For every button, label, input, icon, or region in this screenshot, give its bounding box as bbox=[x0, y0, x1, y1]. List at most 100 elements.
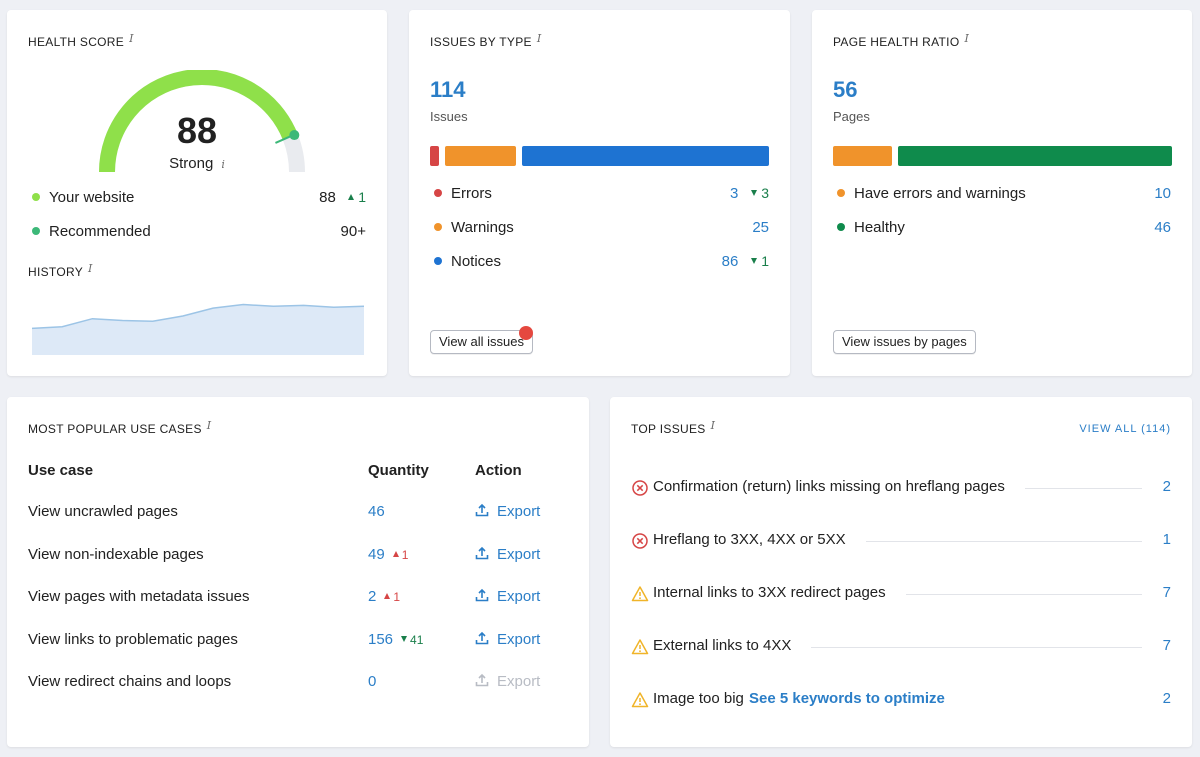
table-row: View non-indexable pages 49 1 Export bbox=[7, 546, 589, 570]
healthy-dot bbox=[837, 223, 845, 231]
health-score-title: HEALTH SCORE i bbox=[28, 32, 134, 49]
pages-stacked-bar bbox=[833, 146, 1172, 166]
export-button[interactable]: Export bbox=[475, 588, 540, 605]
warning-triangle-icon bbox=[631, 691, 649, 709]
have-errors-dot bbox=[837, 189, 845, 197]
your-website-dot bbox=[32, 193, 40, 201]
use-case-label: View uncrawled pages bbox=[28, 503, 178, 520]
view-issues-by-pages-button[interactable]: View issues by pages bbox=[833, 330, 976, 354]
issue-count[interactable]: 7 bbox=[1162, 584, 1171, 601]
top-issues-title: TOP ISSUES i bbox=[631, 419, 716, 436]
issue-divider bbox=[866, 541, 1142, 542]
list-item[interactable]: Confirmation (return) links missing on h… bbox=[610, 478, 1192, 502]
increase-arrow-icon bbox=[392, 550, 399, 557]
table-row: View uncrawled pages 46 Export bbox=[7, 503, 589, 527]
issue-count[interactable]: 1 bbox=[1162, 531, 1171, 548]
view-all-link[interactable]: VIEW ALL (114) bbox=[1079, 423, 1171, 435]
bar-segment-notices[interactable] bbox=[522, 146, 769, 166]
use-case-label: View links to problematic pages bbox=[28, 630, 238, 648]
export-button[interactable]: Export bbox=[475, 631, 540, 648]
recommended-label: Recommended bbox=[49, 223, 151, 240]
export-button: Export bbox=[475, 673, 540, 690]
issues-total[interactable]: 114 bbox=[430, 77, 466, 102]
info-icon[interactable]: i bbox=[88, 262, 93, 275]
health-score-card: HEALTH SCORE i 88 Strong i Your website 88… bbox=[7, 10, 387, 376]
issue-title[interactable]: Confirmation (return) links missing on h… bbox=[653, 478, 1005, 495]
use-case-quantity[interactable]: 46 bbox=[368, 503, 385, 520]
errors-label: Errors bbox=[451, 185, 492, 202]
info-icon[interactable]: i bbox=[221, 158, 225, 171]
view-all-issues-button[interactable]: View all issues bbox=[430, 330, 534, 354]
bar-segment-healthy[interactable] bbox=[898, 146, 1172, 166]
pages-total-label: Pages bbox=[833, 109, 870, 124]
issue-title[interactable]: Image too big bbox=[653, 690, 744, 707]
bar-segment-have-errors-and-warnings[interactable] bbox=[833, 146, 893, 166]
use-cases-title: MOST POPULAR USE CASES i bbox=[28, 419, 212, 436]
quantity-delta: 41 bbox=[410, 632, 424, 647]
issues-by-type-card: ISSUES BY TYPE i 114 Issues Errors 3 3 Wa… bbox=[409, 10, 790, 376]
col-action: Action bbox=[475, 462, 522, 479]
col-quantity: Quantity bbox=[368, 462, 429, 479]
list-item[interactable]: Hreflang to 3XX, 4XX or 5XX 1 bbox=[610, 531, 1192, 555]
increase-arrow-icon bbox=[348, 194, 355, 200]
info-icon[interactable]: i bbox=[964, 32, 970, 45]
healthy-label: Healthy bbox=[854, 219, 905, 236]
use-case-quantity[interactable]: 156 41 bbox=[368, 630, 424, 648]
healthy-value[interactable]: 46 bbox=[1154, 219, 1171, 236]
history-area bbox=[32, 304, 364, 355]
issue-title[interactable]: Internal links to 3XX redirect pages bbox=[653, 584, 886, 601]
quantity-delta: 1 bbox=[401, 547, 409, 562]
issue-count[interactable]: 7 bbox=[1162, 637, 1171, 654]
gauge-fill bbox=[99, 70, 298, 173]
info-icon[interactable]: i bbox=[536, 32, 542, 45]
errors-dot bbox=[434, 189, 442, 197]
decrease-arrow-icon bbox=[750, 258, 757, 264]
increase-arrow-icon bbox=[384, 593, 391, 599]
issue-count[interactable]: 2 bbox=[1162, 690, 1171, 707]
export-button[interactable]: Export bbox=[475, 546, 540, 563]
use-case-quantity[interactable]: 49 1 bbox=[368, 545, 409, 563]
info-icon[interactable]: i bbox=[206, 419, 212, 432]
export-button[interactable]: Export bbox=[475, 503, 540, 520]
notices-dot bbox=[434, 257, 442, 265]
use-case-quantity[interactable]: 0 bbox=[368, 673, 377, 690]
error-circle-icon bbox=[631, 532, 649, 550]
issue-divider bbox=[1025, 488, 1142, 489]
gauge-knob bbox=[289, 130, 300, 141]
issues-stacked-bar bbox=[430, 146, 769, 166]
use-case-label: View non-indexable pages bbox=[28, 545, 204, 563]
top-issues-card: TOP ISSUES i VIEW ALL (114) Confirmation … bbox=[610, 397, 1192, 747]
export-label: Export bbox=[497, 503, 541, 520]
export-label: Export bbox=[497, 545, 541, 563]
issue-count[interactable]: 2 bbox=[1162, 478, 1171, 495]
list-item[interactable]: External links to 4XX 7 bbox=[610, 637, 1192, 661]
have-errors-label: Have errors and warnings bbox=[854, 185, 1026, 202]
keywords-link[interactable]: See 5 keywords to optimize bbox=[749, 690, 945, 707]
pages-total[interactable]: 56 bbox=[833, 77, 858, 102]
list-item[interactable]: Image too big See 5 keywords to optimize 2 bbox=[610, 690, 1192, 714]
error-circle-icon bbox=[631, 479, 649, 497]
issue-title[interactable]: External links to 4XX bbox=[653, 637, 792, 654]
your-website-value: 88 1 bbox=[319, 189, 366, 206]
errors-value: 3 3 bbox=[729, 185, 769, 202]
health-score-status: Strong i bbox=[169, 155, 225, 172]
upload-icon bbox=[475, 588, 489, 602]
health-score-value: 88 bbox=[176, 110, 218, 151]
your-website-label: Your website bbox=[49, 189, 135, 206]
bar-segment-errors[interactable] bbox=[430, 146, 439, 166]
warnings-label: Warnings bbox=[451, 219, 514, 236]
list-item[interactable]: Internal links to 3XX redirect pages 7 bbox=[610, 584, 1192, 608]
info-icon[interactable]: i bbox=[129, 32, 134, 45]
issue-title[interactable]: Hreflang to 3XX, 4XX or 5XX bbox=[653, 531, 846, 548]
use-cases-card: MOST POPULAR USE CASES i Use case Quantit… bbox=[7, 397, 589, 747]
export-label: Export bbox=[497, 673, 541, 690]
info-icon[interactable]: i bbox=[710, 419, 716, 432]
upload-icon bbox=[475, 503, 489, 517]
bar-segment-warnings[interactable] bbox=[444, 146, 517, 166]
warnings-dot bbox=[434, 223, 442, 231]
warnings-value[interactable]: 25 bbox=[752, 219, 769, 236]
table-row: View redirect chains and loops 0 Export bbox=[7, 673, 589, 697]
have-errors-value[interactable]: 10 bbox=[1154, 185, 1171, 202]
recommended-value: 90+ bbox=[340, 223, 366, 240]
